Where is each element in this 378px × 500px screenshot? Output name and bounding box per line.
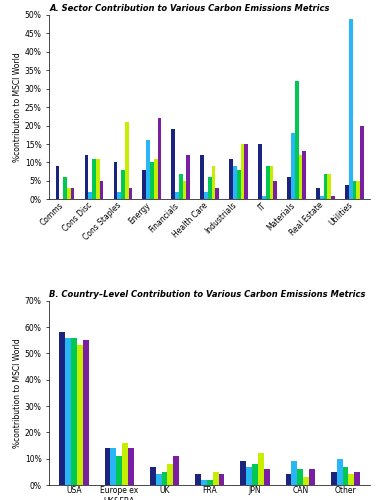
Bar [204, 192, 208, 200]
Bar [295, 82, 299, 200]
Bar [146, 140, 150, 200]
Bar [162, 472, 167, 485]
Bar [229, 159, 233, 200]
Bar [324, 174, 327, 200]
Bar [100, 181, 104, 200]
Bar [125, 122, 129, 200]
Text: A. Sector Contribution to Various Carbon Emissions Metrics: A. Sector Contribution to Various Carbon… [49, 4, 330, 13]
Bar [195, 474, 201, 485]
Bar [286, 474, 291, 485]
Bar [360, 126, 364, 200]
Bar [215, 188, 219, 200]
Bar [183, 181, 186, 200]
Bar [110, 448, 116, 485]
Bar [186, 155, 190, 200]
Bar [129, 188, 132, 200]
Bar [345, 184, 349, 200]
Bar [258, 144, 262, 200]
Bar [252, 464, 258, 485]
Bar [201, 480, 207, 485]
Bar [212, 166, 215, 200]
Bar [297, 469, 303, 485]
Bar [213, 472, 218, 485]
Text: B. Country–Level Contribution to Various Carbon Emissions Metrics: B. Country–Level Contribution to Various… [49, 290, 366, 298]
Bar [233, 166, 237, 200]
Bar [105, 448, 110, 485]
Bar [63, 177, 67, 200]
Bar [121, 170, 125, 200]
Bar [355, 472, 360, 485]
Bar [154, 159, 158, 200]
Bar [349, 474, 355, 485]
Bar [77, 346, 83, 485]
Bar [246, 466, 252, 485]
Bar [264, 469, 270, 485]
Bar [156, 474, 162, 485]
Bar [92, 159, 96, 200]
Bar [83, 340, 89, 485]
Bar [218, 474, 225, 485]
Bar [150, 466, 156, 485]
Bar [71, 338, 77, 485]
Bar [207, 480, 213, 485]
Bar [287, 177, 291, 200]
Bar [309, 469, 315, 485]
Bar [158, 118, 161, 200]
Bar [316, 188, 320, 200]
Bar [88, 192, 92, 200]
Bar [179, 174, 183, 200]
Bar [303, 477, 309, 485]
Bar [258, 454, 264, 485]
Bar [65, 338, 71, 485]
Bar [172, 130, 175, 200]
Bar [240, 462, 246, 485]
Bar [302, 152, 306, 200]
Bar [175, 192, 179, 200]
Bar [200, 155, 204, 200]
Y-axis label: %contribution to MSCI World: %contribution to MSCI World [13, 52, 22, 162]
Bar [349, 18, 353, 200]
Bar [128, 448, 134, 485]
Bar [174, 456, 179, 485]
Bar [85, 155, 88, 200]
Bar [208, 177, 212, 200]
Bar [262, 196, 266, 200]
Legend: weight, Scope 1, Scope 2, Scope 3, Downstream supply chain: weight, Scope 1, Scope 2, Scope 3, Downs… [79, 317, 341, 328]
Bar [291, 133, 295, 200]
Bar [241, 144, 245, 200]
Bar [167, 464, 174, 485]
Bar [353, 181, 356, 200]
Bar [150, 162, 154, 200]
Bar [331, 196, 335, 200]
Bar [342, 466, 349, 485]
Bar [273, 181, 277, 200]
Bar [356, 181, 360, 200]
Bar [117, 192, 121, 200]
Bar [59, 332, 65, 485]
Bar [291, 462, 297, 485]
Bar [96, 159, 100, 200]
Y-axis label: %contribution to MSCI World: %contribution to MSCI World [13, 338, 22, 448]
Bar [245, 144, 248, 200]
Bar [331, 472, 337, 485]
Bar [122, 443, 128, 485]
Bar [116, 456, 122, 485]
Bar [266, 166, 270, 200]
Bar [143, 170, 146, 200]
Bar [320, 196, 324, 200]
Bar [56, 166, 59, 200]
Bar [237, 170, 241, 200]
Bar [113, 162, 117, 200]
Bar [71, 188, 74, 200]
Bar [270, 166, 273, 200]
Bar [67, 188, 71, 200]
Bar [299, 155, 302, 200]
Bar [327, 174, 331, 200]
Bar [337, 458, 342, 485]
